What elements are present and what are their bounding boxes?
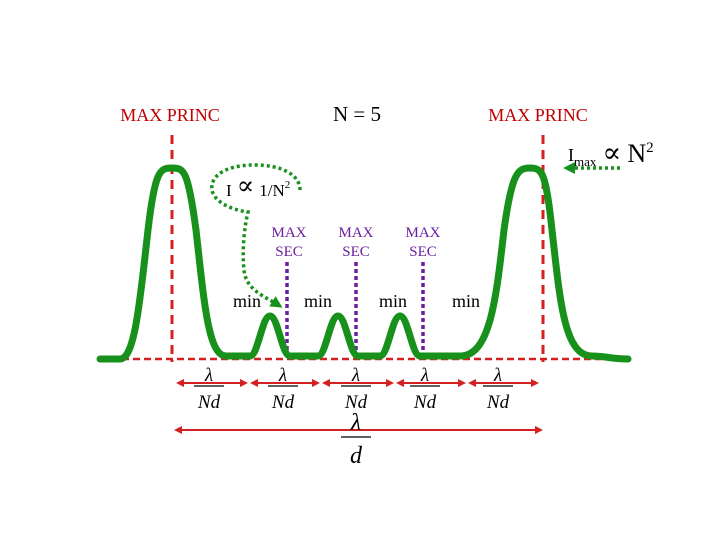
max-sec-label-2-line1: MAX <box>338 225 373 241</box>
fraction-2-num: λ <box>278 365 287 386</box>
fraction-5-num: λ <box>493 365 502 386</box>
fraction-1-num: λ <box>204 365 213 386</box>
fraction-3-den: Nd <box>344 392 368 413</box>
fraction-1-den: Nd <box>197 392 221 413</box>
fraction-3: λ Nd <box>341 365 371 413</box>
min-label-2: min <box>304 291 332 311</box>
fraction-4-den: Nd <box>413 392 437 413</box>
fraction-1: λ Nd <box>194 365 224 413</box>
max-sec-label-2-line2: SEC <box>342 244 370 260</box>
i-secondary-formula: I ∝ 1/N2 <box>226 171 290 200</box>
max-sec-label-1-line1: MAX <box>271 225 306 241</box>
big-fraction: λ d <box>341 410 371 469</box>
imax-exp: 2 <box>646 140 654 156</box>
i-sec-prop: ∝ <box>237 171 255 200</box>
max-sec-label-1-line2: SEC <box>275 244 303 260</box>
imax-prop: ∝ <box>602 138 621 169</box>
i-sec-exp: 2 <box>285 179 291 191</box>
imax-I: I <box>568 145 574 165</box>
min-label-1: min <box>233 291 261 311</box>
title-n-equals: N = 5 <box>333 102 381 126</box>
max-sec-label-3-line1: MAX <box>405 225 440 241</box>
max-princ-label-left: MAX PRINC <box>120 105 220 125</box>
fraction-2: λ Nd <box>268 365 298 413</box>
big-fraction-num: λ <box>350 410 361 436</box>
fraction-3-num: λ <box>351 365 360 386</box>
intensity-curve <box>96 164 632 363</box>
max-sec-label-3-line2: SEC <box>409 244 437 260</box>
min-label-4: min <box>452 291 480 311</box>
fraction-2-den: Nd <box>271 392 295 413</box>
fraction-4-num: λ <box>420 365 429 386</box>
min-label-3: min <box>379 291 407 311</box>
fraction-5-den: Nd <box>486 392 510 413</box>
fraction-4: λ Nd <box>410 365 440 413</box>
fraction-5: λ Nd <box>483 365 513 413</box>
i-sec-rhs: 1/N <box>259 181 285 200</box>
imax-formula: Imax ∝ N2 <box>568 138 654 169</box>
big-fraction-den: d <box>350 443 363 469</box>
imax-N: N <box>627 139 646 168</box>
imax-sub: max <box>574 154 597 169</box>
max-princ-label-right: MAX PRINC <box>488 105 588 125</box>
secondary-pointer-arrow <box>210 163 302 308</box>
i-sec-I: I <box>226 181 232 200</box>
